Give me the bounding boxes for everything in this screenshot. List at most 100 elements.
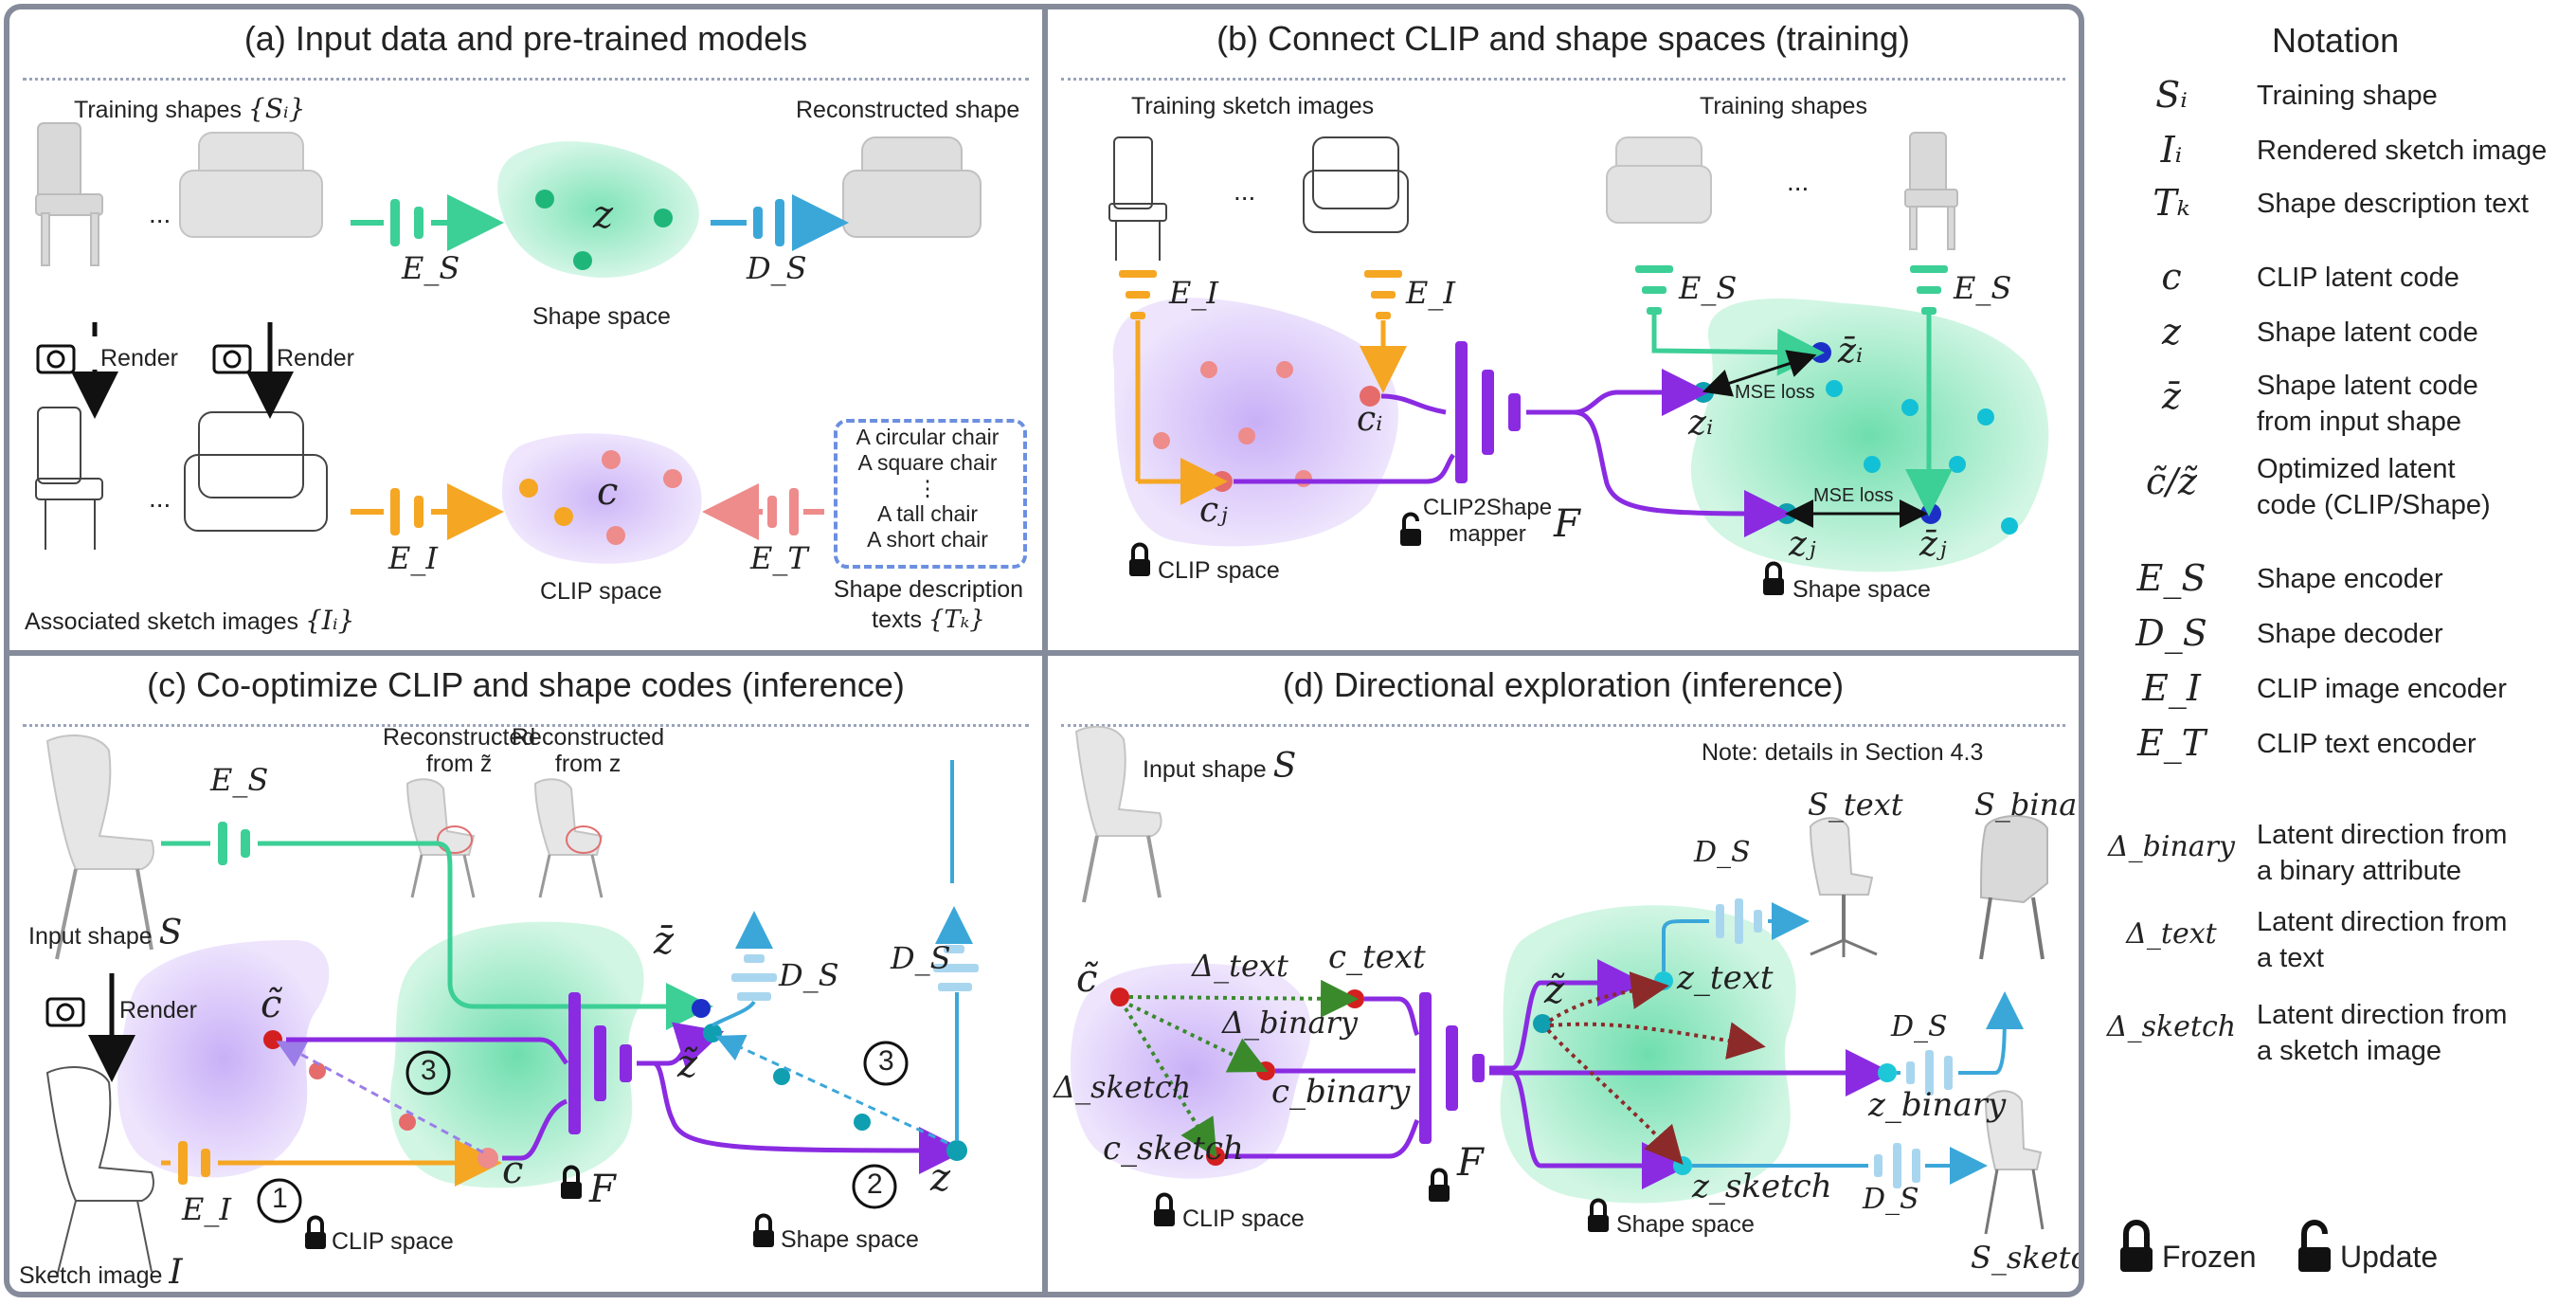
symbol-zi: zᵢ — [1688, 404, 1714, 443]
text-prompt: A short chair — [867, 527, 988, 552]
symbol-ds: D_S — [1891, 1010, 1948, 1043]
panel-b-graphics — [1108, 132, 2049, 595]
symbol-f: F — [1554, 502, 1580, 546]
lock-icon — [1129, 542, 1784, 595]
input-shape-label: Input shape S — [1143, 747, 1297, 786]
step-3: 3 — [421, 1055, 437, 1086]
recon-tilde-label: Reconstructed from z̃ — [383, 724, 536, 777]
decoder-ds — [731, 945, 979, 1001]
mapper-f — [1455, 341, 1521, 483]
notation-desc: Optimized latent — [2257, 454, 2456, 484]
lock-icon — [1154, 1168, 1609, 1232]
panel-d: (d) Directional exploration (inference) — [1048, 656, 2079, 1292]
training-armchair — [1606, 136, 1712, 224]
symbol-c-tilde: c̃ — [261, 983, 282, 1026]
clip-space-label: CLIP space — [540, 578, 662, 605]
symbol-ds: D_S — [1694, 836, 1751, 869]
render-label: Render — [119, 997, 197, 1024]
symbol-ei: E_I — [1169, 275, 1218, 311]
shape-space-label: Shape space — [532, 303, 671, 330]
unlock-icon — [1400, 512, 1421, 546]
notation-desc: CLIP text encoder — [2257, 729, 2477, 759]
panel-a-graphics — [35, 122, 982, 564]
training-armchair — [179, 132, 323, 238]
notation-desc: Shape encoder — [2257, 564, 2443, 594]
note-label: Note: details in Section 4.3 — [1702, 739, 1984, 766]
panel-b: (b) Connect CLIP and shape spaces (train… — [1048, 9, 2079, 650]
panel-c-separator — [23, 724, 1029, 727]
notation-symbol: Sᵢ — [2155, 74, 2188, 116]
panel-a-separator — [23, 78, 1029, 81]
notation-symbol: c̃/z̃ — [2145, 461, 2198, 502]
shape-space-label: Shape space — [1792, 576, 1931, 603]
shape-space-label: Shape space — [781, 1226, 919, 1253]
symbol-ds: D_S — [1863, 1183, 1919, 1216]
mse-loss-label: MSE loss — [1735, 382, 1815, 403]
panel-d-graphics — [1070, 725, 2048, 1235]
reconstructed-shape-label: Reconstructed shape — [796, 97, 1020, 123]
notation-desc: CLIP image encoder — [2257, 674, 2507, 704]
symbol-z-tilde: z̃ — [677, 1042, 698, 1086]
symbol-c: c — [597, 470, 619, 514]
symbol-es: E_S — [1954, 270, 2012, 306]
shape-space-blob — [1500, 905, 1796, 1204]
symbol-delta-binary: Δ_binary — [1222, 1005, 1358, 1041]
step-3: 3 — [878, 1045, 894, 1077]
chair-s-text — [1809, 817, 1878, 957]
training-chair-1 — [35, 122, 103, 266]
panel-b-title: (b) Connect CLIP and shape spaces (train… — [1216, 19, 1910, 58]
lock-icon — [305, 1165, 774, 1249]
symbol-cj: cⱼ — [1199, 491, 1228, 530]
symbol-s-sketch: S_sketch — [1971, 1240, 2079, 1276]
training-shapes-label: Training shapes — [1700, 93, 1867, 119]
symbol-zbar-j: z̄ⱼ — [1919, 525, 1947, 564]
symbol-ds: D_S — [747, 250, 807, 286]
notation-symbol: Δ_sketch — [2106, 1010, 2237, 1043]
notation-desc: Shape latent code — [2257, 317, 2478, 348]
input-chair — [1074, 725, 1162, 903]
notation-symbol: Δ_binary — [2108, 830, 2235, 863]
clip-space-label: CLIP space — [332, 1228, 454, 1255]
encoder-ei-clip — [390, 488, 423, 535]
symbol-c-sketch: c_sketch — [1103, 1130, 1244, 1168]
text-prompt: A circular chair — [856, 425, 1000, 449]
training-sketch-armchair — [1303, 136, 1409, 233]
notation-desc: Latent direction from — [2257, 907, 2508, 937]
ellipsis: ... — [149, 483, 171, 513]
symbol-es: E_S — [1679, 270, 1738, 306]
ellipsis: ... — [1787, 167, 1810, 196]
symbol-et: E_T — [750, 540, 808, 576]
mapper-f — [568, 992, 632, 1134]
encoder-es — [218, 822, 250, 865]
training-chair — [1904, 132, 1958, 250]
panel-a-title: (a) Input data and pre-trained models — [243, 19, 808, 58]
camera-icon — [36, 344, 252, 374]
reconstructed-armchair — [842, 136, 982, 238]
notation-symbol: Iᵢ — [2160, 129, 2183, 171]
panel-divider-horizontal — [4, 650, 2084, 656]
shape-space-label: Shape space — [1616, 1211, 1755, 1238]
clip-space-label: CLIP space — [1158, 557, 1280, 584]
step-1: 1 — [272, 1183, 288, 1214]
panel-c-graphics — [45, 734, 979, 1278]
lock-icon — [2120, 1220, 2153, 1272]
symbol-z-tilde: z̃ — [1544, 969, 1565, 1012]
panel-a: (a) Input data and pre-trained models — [9, 9, 1042, 650]
associated-sketch-label: Associated sketch images {Iᵢ} — [25, 605, 355, 636]
symbol-z-bar: z̄ — [654, 919, 675, 963]
symbol-ei: E_I — [1406, 275, 1455, 311]
text-prompts: A circular chair A square chair ⋮ A tall… — [838, 425, 1018, 553]
notation-legend: Notation Sᵢ Training shape Iᵢ Rendered s… — [2096, 0, 2574, 1305]
shape-space-blob — [497, 141, 699, 279]
notation-desc: Latent direction from — [2257, 1000, 2508, 1030]
ellipsis: ... — [149, 199, 171, 228]
panel-b-separator — [1061, 78, 2065, 81]
panel-c: (c) Co-optimize CLIP and shape codes (in… — [9, 656, 1042, 1292]
notation-symbol: c — [2161, 256, 2182, 298]
clip-space-blob — [117, 940, 330, 1178]
mse-loss-label: MSE loss — [1813, 485, 1894, 506]
text-prompt: ⋮ — [916, 476, 939, 500]
encoder-es — [1635, 265, 1948, 315]
symbol-z-binary: z_binary — [1868, 1086, 2007, 1124]
text-prompt-box — [834, 419, 1027, 569]
